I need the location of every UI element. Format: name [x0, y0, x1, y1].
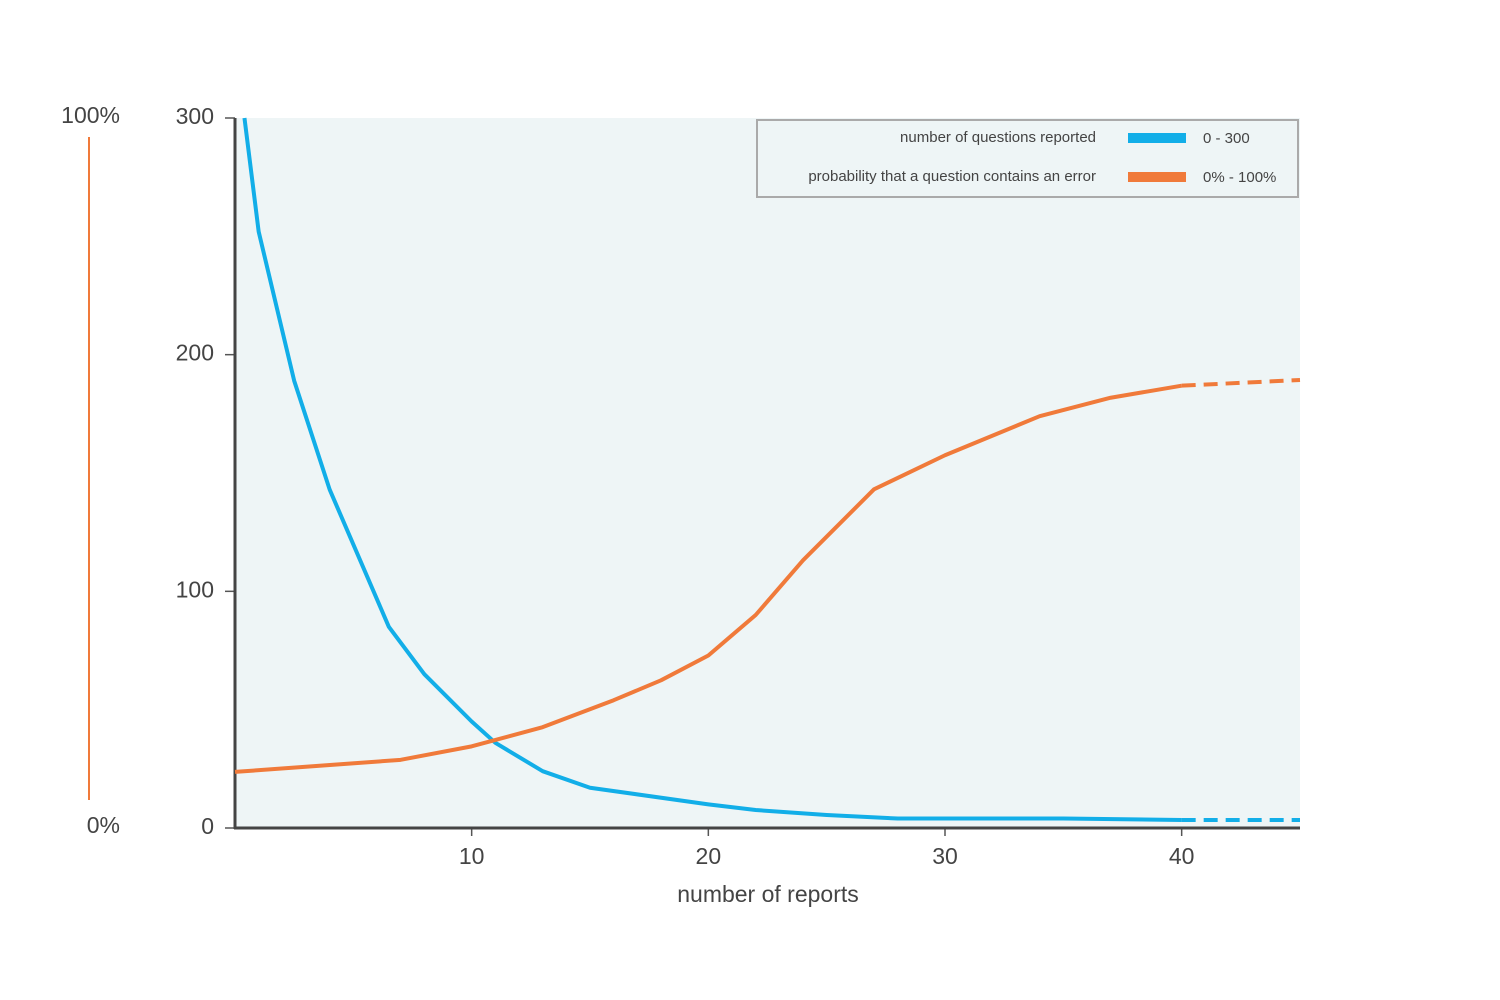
- y-tick-label: 0: [201, 813, 214, 839]
- y-tick-label: 200: [176, 340, 214, 366]
- line: [242, 117, 1182, 822]
- x-tick-label: 20: [696, 843, 722, 869]
- legend-range: 0% - 100%: [1203, 169, 1276, 186]
- y2-tick-label: 0%: [87, 812, 120, 838]
- y2-tick-label: 100%: [61, 102, 120, 128]
- x-axis-label: number of reports: [677, 881, 859, 907]
- legend-label: probability that a question contains an …: [808, 168, 1096, 185]
- x-tick-label: 30: [932, 843, 958, 869]
- y-tick-label: 300: [176, 103, 214, 129]
- line: [234, 383, 1183, 774]
- x-tick-label: 40: [1169, 843, 1195, 869]
- legend-label: number of questions reported: [900, 129, 1096, 146]
- plot-area: [235, 118, 1300, 828]
- legend-range: 0 - 300: [1203, 130, 1250, 147]
- legend-box: [756, 119, 1299, 198]
- legend-swatch: [1128, 172, 1186, 182]
- line-projection: [1181, 377, 1301, 388]
- legend-swatch: [1128, 133, 1186, 143]
- y-tick-label: 100: [176, 576, 214, 602]
- x-tick-label: 10: [459, 843, 485, 869]
